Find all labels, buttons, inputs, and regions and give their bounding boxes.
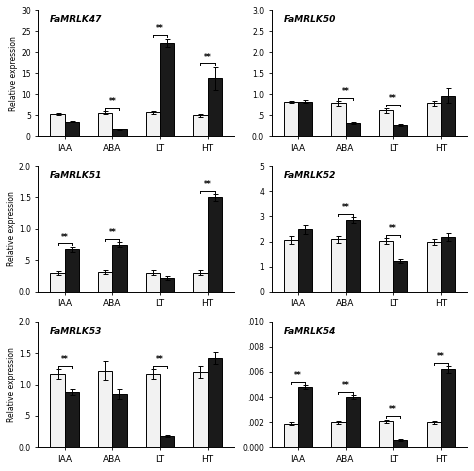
- Bar: [193, 115, 208, 136]
- Bar: [283, 423, 298, 447]
- Text: **: **: [389, 224, 397, 233]
- Bar: [331, 104, 346, 136]
- Bar: [208, 78, 222, 136]
- Bar: [146, 112, 160, 136]
- Bar: [427, 422, 441, 447]
- Text: **: **: [204, 180, 211, 189]
- Bar: [441, 369, 455, 447]
- Text: FaMRLK52: FaMRLK52: [283, 171, 336, 180]
- Bar: [427, 104, 441, 136]
- Text: FaMRLK53: FaMRLK53: [50, 327, 102, 336]
- Bar: [193, 372, 208, 447]
- Bar: [298, 102, 312, 136]
- Text: **: **: [156, 24, 164, 33]
- Bar: [283, 102, 298, 136]
- Text: **: **: [342, 88, 349, 97]
- Text: **: **: [204, 53, 211, 62]
- Bar: [208, 358, 222, 447]
- Bar: [441, 237, 455, 292]
- Bar: [283, 240, 298, 292]
- Bar: [50, 374, 64, 447]
- Bar: [379, 110, 393, 136]
- Bar: [379, 241, 393, 292]
- Bar: [64, 122, 79, 136]
- Bar: [298, 387, 312, 447]
- Bar: [393, 261, 408, 292]
- Bar: [193, 273, 208, 292]
- Text: **: **: [61, 233, 69, 242]
- Y-axis label: Relative expression: Relative expression: [7, 192, 16, 267]
- Y-axis label: Relative expression: Relative expression: [7, 347, 16, 422]
- Text: **: **: [342, 203, 349, 212]
- Text: **: **: [389, 406, 397, 414]
- Bar: [98, 113, 112, 136]
- Text: FaMRLK54: FaMRLK54: [283, 327, 336, 336]
- Bar: [346, 397, 360, 447]
- Text: FaMRLK50: FaMRLK50: [283, 16, 336, 24]
- Bar: [379, 421, 393, 447]
- Bar: [441, 96, 455, 136]
- Text: FaMRLK51: FaMRLK51: [50, 171, 102, 180]
- Bar: [50, 114, 64, 136]
- Bar: [112, 394, 127, 447]
- Bar: [64, 392, 79, 447]
- Bar: [346, 220, 360, 292]
- Text: **: **: [61, 355, 69, 364]
- Text: **: **: [342, 381, 349, 390]
- Bar: [393, 440, 408, 447]
- Bar: [208, 197, 222, 292]
- Bar: [112, 130, 127, 136]
- Bar: [146, 374, 160, 447]
- Text: **: **: [109, 228, 116, 237]
- Bar: [112, 244, 127, 292]
- Text: FaMRLK47: FaMRLK47: [50, 16, 102, 24]
- Bar: [160, 278, 174, 292]
- Bar: [98, 272, 112, 292]
- Bar: [346, 123, 360, 136]
- Bar: [393, 125, 408, 136]
- Bar: [98, 371, 112, 447]
- Bar: [331, 422, 346, 447]
- Text: **: **: [156, 355, 164, 364]
- Bar: [50, 273, 64, 292]
- Bar: [331, 239, 346, 292]
- Bar: [427, 242, 441, 292]
- Bar: [298, 229, 312, 292]
- Text: **: **: [294, 371, 302, 380]
- Y-axis label: Relative expression: Relative expression: [9, 36, 18, 111]
- Text: **: **: [389, 94, 397, 103]
- Text: **: **: [109, 97, 116, 106]
- Bar: [146, 273, 160, 292]
- Bar: [64, 249, 79, 292]
- Bar: [160, 43, 174, 136]
- Text: **: **: [437, 352, 445, 361]
- Bar: [160, 436, 174, 447]
